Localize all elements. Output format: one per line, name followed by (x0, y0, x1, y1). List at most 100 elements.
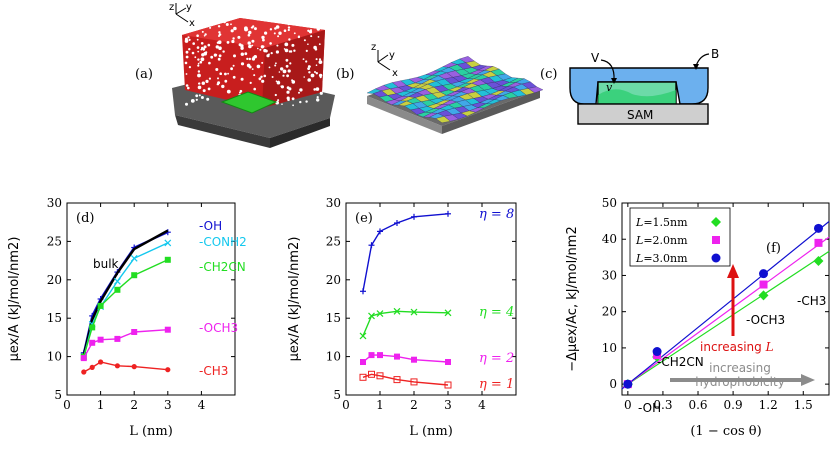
water-hydrogen-dot (251, 68, 254, 70)
water-hydrogen-dot (184, 39, 189, 43)
water-hydrogen-dot (319, 91, 323, 95)
data-point (359, 373, 367, 381)
data-point (444, 309, 452, 317)
water-hydrogen-dot (307, 43, 309, 45)
water-hydrogen-dot (237, 35, 241, 39)
water-hydrogen-dot (217, 57, 221, 61)
water-hydrogen-dot (207, 87, 211, 91)
water-hydrogen-dot (268, 66, 271, 69)
water-hydrogen-dot (219, 73, 222, 75)
water-hydrogen-dot (253, 27, 257, 31)
water-hydrogen-dot (247, 33, 251, 37)
x-tick-label: 0 (624, 398, 632, 412)
water-hydrogen-dot (281, 103, 283, 105)
water-hydrogen-dot (202, 21, 206, 25)
data-point (97, 302, 104, 309)
sam-slab (577, 103, 709, 125)
chart-d: 0 1 2 3 4 5 10 15 20 25 30 L (nm) μex/A (kJ/mol/nm2)… (7, 196, 247, 439)
water-hydrogen-dot (206, 97, 210, 101)
water-hydrogen-dot (280, 85, 284, 89)
y-axis-label: μex/A (kJ/mol/nm2) (7, 237, 22, 362)
water-hydrogen-dot (315, 58, 318, 61)
water-hydrogen-dot (205, 51, 208, 54)
panel-c: (c) SAM V B v (540, 47, 719, 125)
water-hydrogen-dot (238, 43, 242, 47)
water-hydrogen-dot (191, 51, 195, 55)
plot-frame (66, 202, 236, 396)
water-hydrogen-dot (261, 35, 265, 40)
water-hydrogen-dot (262, 45, 265, 48)
y-tick-label: 5 (54, 388, 62, 402)
water-hydrogen-dot (251, 39, 255, 43)
water-hydrogen-dot (222, 50, 225, 53)
water-hydrogen-dot (318, 43, 321, 46)
water-hydrogen-dot (194, 56, 197, 59)
water-hydrogen-dot (283, 48, 286, 50)
water-hydrogen-dot (188, 48, 191, 51)
water-hydrogen-dot (287, 28, 290, 32)
water-hydrogen-dot (262, 38, 265, 42)
chart-e: 0 1 2 3 4 5 10 15 20 25 30 L (nm) μex/A (kJ/mol/nm2)… (287, 196, 517, 439)
water-hydrogen-dot (275, 80, 278, 82)
axis-y-label-a: y (186, 2, 192, 13)
water-hydrogen-dot (187, 36, 190, 39)
water-hydrogen-dot (283, 29, 287, 32)
increasing-L-arrowhead (727, 264, 739, 278)
water-hydrogen-dot (240, 52, 244, 56)
water-hydrogen-dot (231, 39, 235, 44)
data-point (114, 363, 120, 369)
data-point (623, 379, 633, 389)
water-hydrogen-dot (198, 82, 201, 85)
water-hydrogen-dot (196, 38, 199, 41)
data-point (758, 290, 769, 301)
water-hydrogen-dot (314, 71, 316, 73)
water-hydrogen-dot (288, 38, 291, 41)
water-hydrogen-dot (292, 104, 294, 107)
water-hydrogen-dot (275, 62, 277, 65)
water-hydrogen-dot (192, 42, 195, 45)
water-hydrogen-dot (315, 72, 318, 75)
water-hydrogen-dot (287, 22, 290, 26)
data-point (814, 238, 823, 247)
panel-f-label: (f) (766, 241, 781, 256)
legend-entry: L=1.5nm (635, 216, 688, 229)
water-hydrogen-dot (230, 29, 234, 33)
legend-marker (711, 217, 721, 227)
water-hydrogen-dot (197, 73, 201, 78)
solute-patch-a (220, 91, 278, 114)
water-hydrogen-dot (313, 45, 317, 50)
series-line-eta2 (362, 354, 449, 363)
water-hydrogen-dot (210, 55, 214, 59)
annotation-och3: -OCH3 (746, 313, 785, 327)
water-hydrogen-dot (307, 78, 312, 82)
y-tick-label: 20 (47, 273, 62, 287)
water-hydrogen-dot (285, 58, 289, 62)
water-hydrogen-dot (313, 88, 317, 91)
water-hydrogen-dot (297, 35, 301, 39)
water-hydrogen-dot (244, 26, 248, 31)
panel-a-label: (a) (135, 67, 153, 82)
water-hydrogen-dot (246, 57, 249, 61)
data-point (89, 364, 95, 370)
data-point (410, 308, 418, 316)
water-hydrogen-dot (276, 44, 279, 47)
water-hydrogen-dot (285, 64, 289, 68)
water-hydrogen-dot (203, 45, 207, 49)
water-hydrogen-dot (305, 60, 308, 63)
axis-x-label-a: x (189, 18, 195, 29)
series-label-eta: η = 2 (479, 351, 514, 366)
data-point (89, 339, 96, 346)
x-tick-label: 0 (63, 398, 71, 412)
water-hydrogen-dot (263, 48, 267, 53)
axis-x-label-b: x (392, 68, 398, 79)
water-hydrogen-dot (204, 33, 207, 36)
water-hydrogen-dot (232, 64, 235, 67)
water-hydrogen-dot (319, 76, 322, 79)
data-point (759, 269, 769, 279)
water-hydrogen-dot (224, 72, 227, 76)
water-hydrogen-dot (195, 22, 199, 26)
water-hydrogen-dot (257, 47, 259, 50)
hydrophobicity-arrowhead (801, 374, 815, 386)
water-hydrogen-dot (233, 54, 236, 58)
water-hydrogen-dot (316, 98, 320, 102)
